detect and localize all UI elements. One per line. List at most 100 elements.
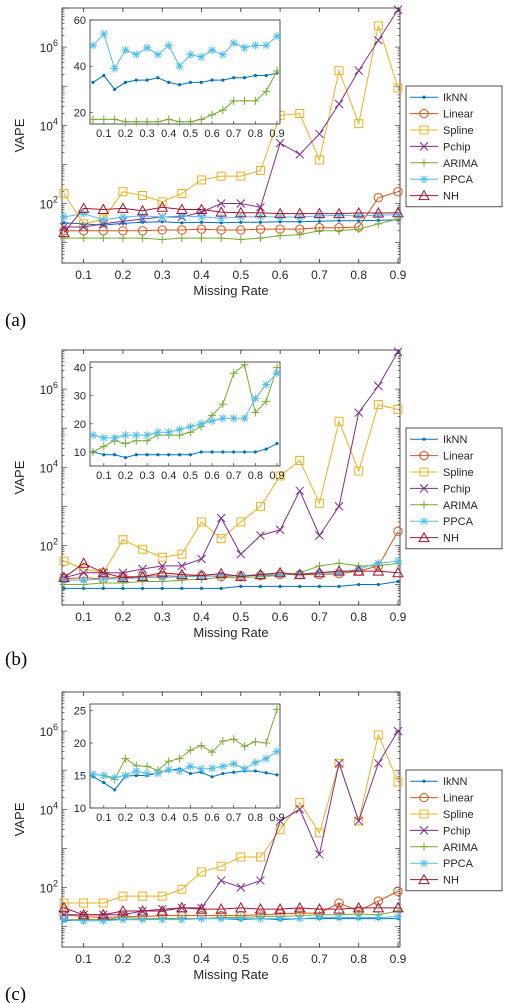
inset-data-point-ppca (208, 764, 217, 773)
inset-data-point-iknn (210, 78, 214, 82)
data-point-ppca (276, 570, 285, 579)
data-point-nh (352, 206, 365, 218)
data-point-pchip (334, 99, 344, 109)
data-point-spline (275, 471, 285, 481)
inset-data-point-ppca (175, 425, 184, 434)
inset-data-point-iknn (242, 450, 247, 454)
legend-label: PPCA (443, 858, 474, 870)
x-tick-label: 0.5 (232, 268, 249, 282)
inset-chart: 0.1 0.2 0.3 0.4 0.5 0.6 0.7 0.8 0.9 10 20 30 40 (74, 360, 285, 482)
y-tick-label: 106 (40, 380, 58, 397)
data-point-spline (373, 400, 383, 410)
data-point-ppca (236, 914, 245, 923)
inset-data-point-arima (240, 96, 249, 105)
x-tick-label: 0.3 (154, 952, 171, 966)
inset-x-tick-label: 0.8 (248, 470, 263, 482)
x-tick-label: 0.3 (154, 268, 171, 282)
y-axis-label: VAPE (12, 460, 27, 494)
inset-data-point-ppca (273, 32, 281, 41)
data-point-iknn (239, 584, 243, 588)
data-point-nh (313, 207, 326, 219)
inset-data-point-arima (121, 439, 130, 448)
inset-data-point-iknn (232, 450, 236, 454)
data-point-ppca (374, 559, 383, 568)
inset-x-tick-label: 0.7 (226, 128, 241, 140)
inset-data-point-ppca (132, 766, 141, 775)
y-tick-label: 104 (40, 800, 58, 817)
data-point-nh (254, 206, 267, 218)
panel-b: 0.1 0.2 0.3 0.4 0.5 0.6 0.7 0.8 0.9 102 104 106 Miss… (5, 347, 503, 670)
data-point-ppca (60, 915, 68, 924)
data-point-arima (118, 234, 127, 243)
data-point-iknn (298, 584, 302, 588)
data-point-nh (117, 904, 129, 916)
data-point-iknn (278, 220, 282, 224)
data-point-iknn (258, 584, 263, 588)
data-point-nh (274, 903, 286, 914)
data-point-spline (373, 730, 383, 740)
inset-data-point-ppca (197, 765, 206, 773)
inset-data-point-arima (273, 66, 281, 75)
inset-data-point-iknn (264, 73, 268, 78)
inset-data-point-ppca (164, 41, 173, 50)
inset-series-line-iknn (92, 443, 278, 459)
legend-label: Pchip (443, 483, 471, 495)
series-line-linear (64, 191, 399, 232)
inset-data-point-iknn (145, 453, 149, 457)
data-point-pchip (256, 876, 265, 885)
data-point-spline (197, 867, 207, 877)
inset-data-point-arima (186, 746, 195, 755)
inset-data-point-iknn (232, 770, 236, 774)
inset-data-point-ppca (218, 414, 227, 423)
data-point-linear (236, 225, 246, 235)
inset-data-point-arima (164, 115, 173, 124)
data-point-nh (333, 565, 345, 576)
legend-entry-iknn: IkNN (410, 776, 468, 788)
panel-c: 0.1 0.2 0.3 0.4 0.5 0.6 0.7 0.8 0.9 102 104 106 Miss… (5, 691, 503, 1003)
data-point-spline (79, 898, 89, 908)
inset-data-point-ppca (251, 758, 260, 767)
data-point-spline (334, 66, 344, 76)
legend: IkNN Linear Spline Pchip ARIMA PPCA NH (405, 85, 503, 208)
inset-data-point-iknn (221, 771, 225, 776)
data-point-spline (59, 188, 69, 198)
data-point-nh (136, 570, 149, 582)
legend-marker (420, 517, 428, 526)
inset-data-point-iknn (210, 775, 214, 779)
inset-data-point-iknn (113, 87, 117, 91)
inset-data-point-arima (132, 117, 141, 126)
data-point-spline (98, 898, 108, 908)
x-tick-label: 0.4 (193, 610, 210, 624)
x-tick-label: 0.7 (311, 952, 328, 966)
inset-data-point-iknn (177, 453, 182, 457)
legend: IkNN Linear Spline Pchip ARIMA PPCA NH (405, 769, 503, 892)
data-point-ppca (138, 573, 147, 582)
x-tick-label: 0.8 (350, 268, 367, 282)
inset-data-point-ppca (240, 43, 249, 52)
data-point-pchip (98, 219, 108, 229)
data-point-nh (234, 206, 247, 218)
inset-data-point-iknn (134, 78, 138, 82)
legend-marker (418, 189, 430, 201)
x-tick-label: 0.9 (390, 610, 407, 624)
data-point-nh (136, 204, 149, 216)
series-spline (59, 400, 403, 578)
inset-y-tick-label: 20 (74, 419, 86, 431)
data-point-pchip (197, 554, 206, 564)
inset-data-point-ppca (164, 765, 173, 774)
data-point-spline (157, 891, 167, 901)
inset-series-line-iknn (92, 72, 278, 91)
inset-y-tick-label: 25 (74, 706, 86, 718)
legend-entry-linear: Linear (410, 109, 474, 121)
data-point-spline (334, 416, 344, 426)
data-point-pchip (216, 199, 226, 208)
inset-series-iknn (91, 441, 279, 460)
legend-label: ARIMA (443, 158, 479, 170)
inset-data-point-ppca (229, 759, 238, 768)
data-point-iknn (219, 586, 223, 590)
inset-x-tick-label: 0.4 (161, 812, 176, 824)
data-point-pchip (295, 486, 305, 496)
data-point-nh (293, 207, 306, 219)
data-point-arima (295, 230, 304, 239)
data-point-ppca (158, 915, 167, 924)
